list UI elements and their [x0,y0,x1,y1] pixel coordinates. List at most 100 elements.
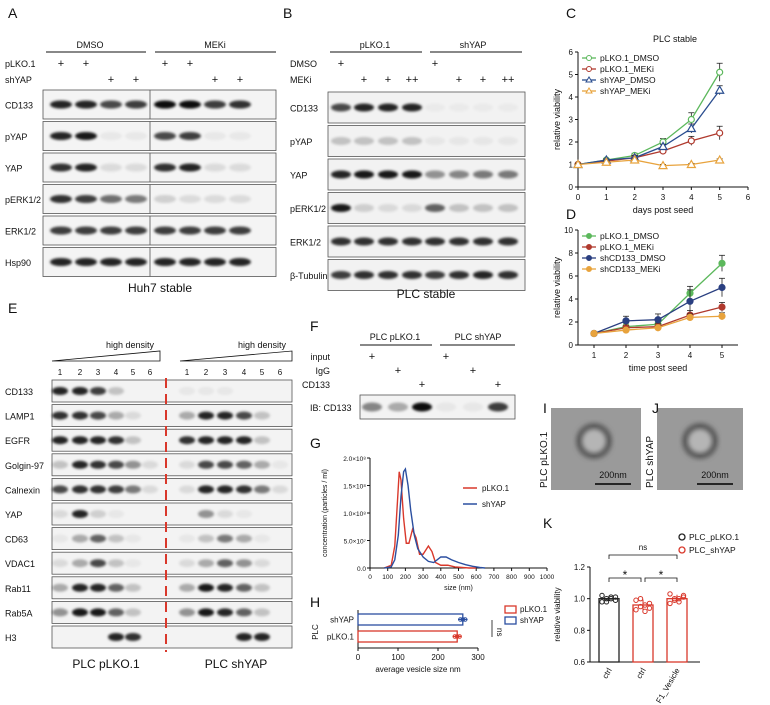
em-vesicle-core [688,429,712,453]
blotE-band [198,411,214,420]
blotA-band [50,226,72,235]
chart-K-legend-marker [678,546,686,554]
blotB-band [449,271,469,279]
chart-K-dot [599,592,605,599]
blotB-band [498,170,518,179]
blotB-row-label-0: DMSO [290,59,317,69]
chart-K-dot [603,599,610,605]
blotF-band [412,402,432,412]
chart-G-ylabel: concentration (particles / ml) [322,469,329,557]
blotE-band [72,460,88,469]
blotA-band [75,226,97,235]
chart-C-point [601,157,612,166]
chart-C-point [716,129,724,137]
blotE-band [272,387,288,395]
blotE-band [198,559,214,568]
chart-K-dot [676,599,682,605]
blotE-band [142,510,158,518]
blotE-band [142,584,158,592]
blotE-band [254,485,270,494]
blotE-band [179,633,195,641]
blotE-band-label-7: VDAC1 [5,559,35,569]
blotE-band [254,559,270,568]
blotA-band [100,195,122,203]
chart-C-ytick-label: 6 [569,48,574,57]
chart-C-point [657,160,669,170]
chart-H-legend-swatch [504,616,517,625]
chart-C-point [714,154,725,164]
chart-D-legend-marker [586,244,592,250]
chart-D-point [718,259,726,267]
blotB-mark: ++ [406,74,419,86]
blotB-band [473,271,493,279]
blotE-band [90,583,106,592]
blotE-band [125,510,141,518]
chart-G-xtick-label: 200 [400,574,411,581]
blotE-band [72,411,88,420]
blotE-band [217,559,233,568]
chart-C-legend-label: shYAP_MEKi [600,86,651,96]
chart-C-point [687,137,695,145]
blotB-band-label-4: ERK1/2 [290,238,321,248]
chart-G-ytick-label: 5.0×10⁷ [344,539,367,546]
blotA-band-label-2: YAP [5,164,22,174]
blotF-mark: + [495,379,501,391]
blotE-band [236,633,252,641]
chart-D-point [590,329,598,338]
chart-C-ytick-label: 0 [569,183,574,192]
blotE-band [125,460,141,469]
blotF-group-plko: PLC pLKO.1 [370,332,421,342]
chart-C-legend-marker [585,76,593,83]
chart-G-xtick-label: 100 [382,574,393,581]
chart-D-legend-label: pLKO.1_DMSO [600,231,659,241]
blotE-band [198,387,214,395]
chart-H-legend-label: shYAP [520,616,544,625]
blotA-band [204,132,226,140]
chart-C-point [657,141,669,151]
blotE-caption-plko: PLC pLKO.1 [72,657,140,671]
blotE-band [142,412,158,420]
blotB-band [402,204,422,212]
blotE-caption-shyap: PLC shYAP [205,657,267,671]
blotE-band [108,583,124,592]
blotE-band [90,559,106,568]
chart-D-point [686,313,694,321]
blotA-mark: + [237,74,243,86]
chart-D-legend-label: pLKO.1_MEKi [600,242,654,252]
chart-C-ytick-label: 3 [569,116,574,125]
blotE-band [254,460,270,469]
chart-D-xtick-label: 1 [592,351,597,360]
blotE-band [198,460,214,469]
blotE-band [108,510,124,518]
chart-G-ytick-label: 0.0 [357,566,366,573]
chart-C-series-line [577,159,720,167]
chart-H-dot [457,634,462,639]
em-scale-label: 200nm [599,470,627,480]
blotE-band [52,485,68,494]
chart-H-group-label: PLC [311,624,320,640]
blotB-header-plko: pLKO.1 [360,40,391,50]
blotE-fraction-number: 4 [114,368,119,377]
blotE-band [198,608,214,617]
blotB-band [354,237,374,246]
blotA-mark: + [58,58,64,70]
blotE-band [142,387,158,395]
blotE-band [108,485,124,494]
chart-K-dot [637,603,644,610]
blotE-band [217,608,233,617]
blotB-row-label-1: MEKi [290,75,312,85]
chart-K-dot [612,597,619,603]
blotF-row-label-1: IgG [315,366,330,376]
blotE-band [179,559,195,568]
blotE-fraction-number: 6 [148,368,153,377]
blotE-band [52,559,68,568]
chart-D-xtick-label: 3 [656,351,661,360]
chart-H-xtick-label: 0 [356,653,361,662]
blotE-band [272,559,288,567]
chart-G-xtick-label: 400 [435,574,446,581]
chart-G-ytick-label: 2.0×10⁸ [343,456,366,463]
chart-K-legend-label: PLC_shYAP [689,545,736,555]
blotB-mark: + [385,74,391,86]
chart-C-xtick-label: 1 [604,193,609,202]
chart-G-xtick-label: 600 [471,574,482,581]
